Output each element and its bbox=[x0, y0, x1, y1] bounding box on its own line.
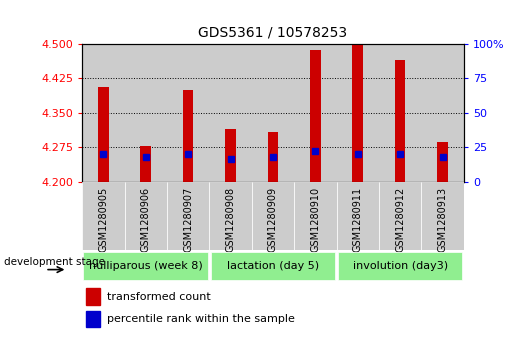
Bar bbox=[183, 90, 193, 182]
Bar bbox=[437, 142, 448, 182]
Bar bbox=[82, 182, 125, 250]
Bar bbox=[310, 49, 321, 182]
Text: GSM1280908: GSM1280908 bbox=[226, 187, 235, 252]
Bar bbox=[210, 252, 335, 280]
Bar bbox=[125, 182, 167, 250]
Text: lactation (day 5): lactation (day 5) bbox=[227, 261, 319, 271]
Bar bbox=[421, 44, 464, 182]
Bar bbox=[86, 311, 100, 327]
Bar bbox=[225, 129, 236, 182]
Bar bbox=[167, 44, 209, 182]
Text: involution (day3): involution (day3) bbox=[352, 261, 448, 271]
Text: GSM1280912: GSM1280912 bbox=[395, 187, 405, 252]
Bar bbox=[338, 252, 463, 280]
Bar bbox=[209, 44, 252, 182]
Text: transformed count: transformed count bbox=[108, 292, 211, 302]
Bar bbox=[125, 44, 167, 182]
Bar bbox=[421, 182, 464, 250]
Bar bbox=[209, 182, 252, 250]
Text: GSM1280907: GSM1280907 bbox=[183, 187, 193, 252]
Bar bbox=[379, 44, 421, 182]
Text: GSM1280913: GSM1280913 bbox=[438, 187, 447, 252]
Bar bbox=[379, 182, 421, 250]
Title: GDS5361 / 10578253: GDS5361 / 10578253 bbox=[198, 26, 348, 40]
Bar bbox=[98, 87, 109, 182]
Bar bbox=[167, 182, 209, 250]
Text: GSM1280906: GSM1280906 bbox=[141, 187, 151, 252]
Text: GSM1280910: GSM1280910 bbox=[311, 187, 320, 252]
Text: development stage: development stage bbox=[4, 257, 105, 267]
Text: GSM1280909: GSM1280909 bbox=[268, 187, 278, 252]
Text: GSM1280905: GSM1280905 bbox=[99, 187, 108, 252]
Bar bbox=[86, 288, 100, 305]
Bar bbox=[337, 182, 379, 250]
Bar bbox=[352, 44, 363, 182]
Bar bbox=[294, 44, 337, 182]
Bar bbox=[395, 60, 405, 182]
Bar bbox=[252, 182, 294, 250]
Bar bbox=[252, 44, 294, 182]
Bar bbox=[337, 44, 379, 182]
Bar bbox=[83, 252, 208, 280]
Bar bbox=[140, 146, 151, 182]
Text: GSM1280911: GSM1280911 bbox=[353, 187, 363, 252]
Text: nulliparous (week 8): nulliparous (week 8) bbox=[89, 261, 202, 271]
Bar bbox=[268, 132, 278, 182]
Bar bbox=[294, 182, 337, 250]
Text: percentile rank within the sample: percentile rank within the sample bbox=[108, 314, 295, 325]
Bar bbox=[82, 44, 125, 182]
